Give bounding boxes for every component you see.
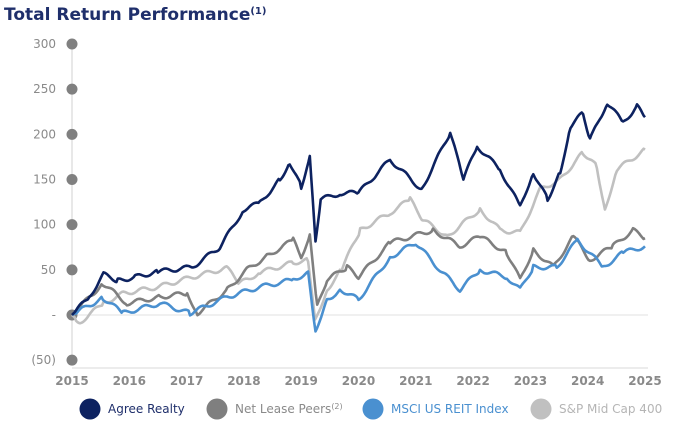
title-footnote: (1) bbox=[250, 6, 266, 17]
legend-item: Agree Realty bbox=[79, 398, 185, 420]
legend-item: MSCI US REIT Index bbox=[362, 398, 509, 420]
legend-label-text: MSCI US REIT Index bbox=[391, 402, 509, 416]
x-tick-label: 2018 bbox=[227, 374, 260, 388]
legend-swatch bbox=[530, 398, 552, 420]
y-tick-marker bbox=[66, 219, 78, 231]
legend-swatch bbox=[206, 398, 228, 420]
x-tick-label: 2019 bbox=[284, 374, 317, 388]
legend-label-text: S&P Mid Cap 400 bbox=[559, 402, 662, 416]
legend-label-text: Net Lease Peers bbox=[235, 402, 331, 416]
legend-label-text: Agree Realty bbox=[108, 402, 185, 416]
legend-item: S&P Mid Cap 400 bbox=[530, 398, 662, 420]
y-tick-marker bbox=[66, 83, 78, 95]
y-tick-label: (50) bbox=[31, 353, 56, 367]
chart-title: Total Return Performance(1) bbox=[4, 5, 266, 25]
legend-item: Net Lease Peers(2) bbox=[206, 398, 343, 420]
y-tick-marker bbox=[66, 264, 78, 276]
y-tick-marker bbox=[66, 174, 78, 185]
x-tick-label: 2024 bbox=[571, 374, 604, 388]
x-tick-label: 2023 bbox=[514, 374, 547, 388]
y-tick-label: 200 bbox=[33, 127, 56, 141]
legend-swatch bbox=[79, 398, 101, 420]
x-tick-label: 2025 bbox=[628, 374, 661, 388]
series-line-s-p-mid-cap-400 bbox=[71, 147, 646, 325]
y-tick-label: 300 bbox=[33, 37, 56, 51]
legend-footnote: (2) bbox=[331, 402, 342, 411]
y-tick-label: - bbox=[52, 308, 56, 322]
x-tick-label: 2015 bbox=[55, 374, 88, 388]
y-tick-label: 50 bbox=[41, 263, 56, 277]
legend-swatch bbox=[362, 398, 384, 420]
x-tick-label: 2021 bbox=[399, 374, 432, 388]
x-tick-label: 2020 bbox=[342, 374, 375, 388]
series-line-agree-realty bbox=[71, 103, 646, 316]
y-tick-label: 150 bbox=[33, 173, 56, 187]
legend-label: MSCI US REIT Index bbox=[391, 402, 509, 416]
y-tick-marker bbox=[66, 38, 78, 50]
series-line-msci-us-reit-index bbox=[71, 237, 646, 333]
y-tick-marker bbox=[66, 354, 78, 366]
x-tick-label: 2016 bbox=[113, 374, 146, 388]
y-tick-marker bbox=[66, 128, 78, 140]
legend-label: S&P Mid Cap 400 bbox=[559, 402, 662, 416]
chart-title-text: Total Return Performance bbox=[4, 5, 250, 25]
series-line-net-lease-peers bbox=[71, 226, 646, 317]
x-tick-label: 2017 bbox=[170, 374, 203, 388]
y-tick-label: 100 bbox=[33, 218, 56, 232]
legend-label: Net Lease Peers(2) bbox=[235, 402, 343, 416]
x-tick-label: 2022 bbox=[456, 374, 489, 388]
legend-label: Agree Realty bbox=[108, 402, 185, 416]
y-tick-label: 250 bbox=[33, 82, 56, 96]
